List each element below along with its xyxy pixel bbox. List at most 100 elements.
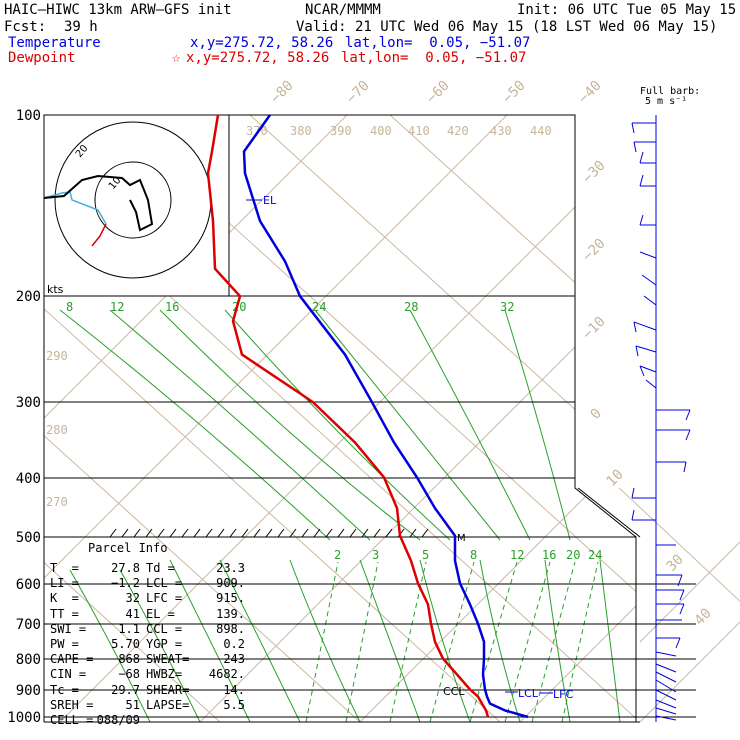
parcel-info-key: PW = [50, 637, 79, 651]
mixing-ratio-label: 16 [165, 300, 179, 314]
parcel-info-value: 243 [223, 652, 245, 667]
mixing-ratio-label: 5 [422, 548, 429, 562]
temperature-profile [242, 114, 529, 719]
hodograph-units: kts [47, 283, 64, 296]
pressure-label: 900 [16, 683, 41, 699]
parcel-info-key: SHEAR= [146, 682, 190, 697]
parcel-info-key: CELL = [50, 713, 94, 727]
fcst-label: Fcst: [4, 19, 47, 35]
parcel-info-key: SREH = [50, 697, 94, 712]
parcel-info-value: 088/09 [96, 713, 140, 727]
temperature-legend: Temperature [8, 35, 101, 51]
parcel-info-value: 4682. [208, 667, 245, 682]
theta-label: 380 [290, 124, 312, 138]
mixing-ratio-label: 16 [542, 548, 556, 562]
dewpoint-xy: x,y=275.72, 58.26 [186, 50, 330, 66]
ccl-label: CCL [443, 685, 465, 698]
parcel-info-value: 915. [216, 591, 245, 606]
parcel-info-key: LFC = [146, 591, 183, 606]
pressure-label: 600 [16, 577, 41, 593]
parcel-info-value: 23.3 [216, 561, 245, 575]
parcel-info-value: 0.2 [223, 637, 245, 651]
parcel-info-value: 51 [125, 697, 140, 712]
parcel-info-value: 139. [216, 606, 245, 621]
parcel-info-key: SWEAT= [146, 652, 190, 667]
parcel-info-value: 41 [125, 606, 140, 621]
level-annotations: EL LCL LFC CCL M [246, 194, 573, 701]
org-label: NCAR/MMMM [305, 2, 381, 18]
parcel-info-key: LCL = [146, 576, 183, 591]
mixing-ratio-label: 24 [588, 548, 602, 562]
parcel-info-value: 14. [223, 682, 245, 697]
dewpoint-profile [206, 114, 490, 718]
barb-key-units: 5 m s⁻¹ [645, 96, 688, 107]
theta-label: 280 [46, 423, 68, 437]
isotherm-label: −10 [580, 314, 609, 343]
parcel-info-key: LI = [50, 576, 79, 591]
parcel-info-value: −68 [118, 667, 140, 682]
isotherm-label: −20 [580, 236, 609, 265]
mixing-ratio-label: 2 [334, 548, 341, 562]
isotherm-label: −30 [580, 158, 609, 187]
lfc-label: LFC [553, 688, 573, 701]
hodograph-inset: 20 10 kts [43, 114, 230, 297]
parcel-info-key: T = [50, 561, 79, 575]
pressure-label: 200 [16, 289, 41, 305]
pressure-label: 100 [16, 108, 41, 124]
isotherm-label: −60 [424, 78, 453, 107]
dewpoint-legend: Dewpoint [8, 50, 76, 66]
pressure-label: 400 [16, 471, 41, 487]
barb-key-label: Full barb: [640, 86, 701, 97]
theta-label: 370 [246, 124, 268, 138]
pressure-labels: 100 200 300 400 500 600 700 800 900 1000 [7, 108, 41, 726]
hatch-line-500 [109, 528, 429, 538]
parcel-info-value: 27.8 [111, 561, 140, 575]
theta-label: 440 [530, 124, 552, 138]
pressure-label: 1000 [7, 710, 41, 726]
parcel-info-value: 32 [125, 591, 140, 606]
mixing-ratio-label: 32 [500, 300, 514, 314]
parcel-info-value: 898. [216, 621, 245, 636]
isotherm-labels: −80 −70 −60 −50 −40 −30 −20 −10 0 10 30 … [268, 78, 715, 629]
parcel-info-value: 29.7 [111, 682, 140, 697]
isotherm-label: −80 [268, 78, 297, 107]
parcel-info-key: EL = [146, 606, 175, 621]
mixing-ratio-label: 8 [470, 548, 477, 562]
parcel-info-key: SWI = [50, 621, 87, 636]
mixing-ratio-label: 8 [66, 300, 73, 314]
parcel-info-key: Td = [146, 561, 175, 575]
parcel-info-key: CCL = [146, 621, 183, 636]
parcel-info-key: LAPSE= [146, 697, 190, 712]
mixing-ratio-label: 20 [566, 548, 580, 562]
theta-label: 410 [408, 124, 430, 138]
parcel-info-key: CAPE = [50, 652, 94, 667]
parcel-info-value: 1.1 [118, 621, 140, 636]
mixing-ratio-label: 28 [404, 300, 418, 314]
mixing-ratio-label: 24 [312, 300, 326, 314]
dewpoint-latlon: lat,lon= 0.05, −51.07 [341, 50, 527, 66]
pressure-label: 700 [16, 617, 41, 633]
model-title: HAIC–HIWC 13km ARW–GFS init [4, 2, 232, 18]
parcel-info-value: 5.5 [223, 697, 245, 712]
theta-label: 420 [447, 124, 469, 138]
mixing-ratio-labels: 8 12 16 20 24 28 32 2 3 5 8 12 16 20 24 [66, 300, 602, 562]
m-label: M [457, 533, 466, 544]
lcl-label: LCL [518, 687, 539, 700]
parcel-info-value: −1.2 [111, 576, 140, 591]
isotherm-label: 10 [604, 467, 627, 490]
mixing-ratio-label: 12 [510, 548, 524, 562]
mixing-ratio-label: 3 [372, 548, 379, 562]
parcel-info-key: CIN = [50, 667, 87, 682]
theta-label: 430 [490, 124, 512, 138]
init-time: Init: 06 UTC Tue 05 May 15 [517, 2, 737, 18]
parcel-info-value: 5.70 [111, 637, 140, 651]
isotherm-label: −40 [576, 78, 605, 107]
isotherm-label: −70 [344, 78, 373, 107]
el-label: EL [263, 194, 277, 207]
theta-label: 390 [330, 124, 352, 138]
parcel-info-key: TT = [50, 606, 79, 621]
wind-barbs [631, 115, 691, 722]
pressure-label: 500 [16, 530, 41, 546]
temperature-latlon: lat,lon= 0.05, −51.07 [345, 35, 531, 51]
